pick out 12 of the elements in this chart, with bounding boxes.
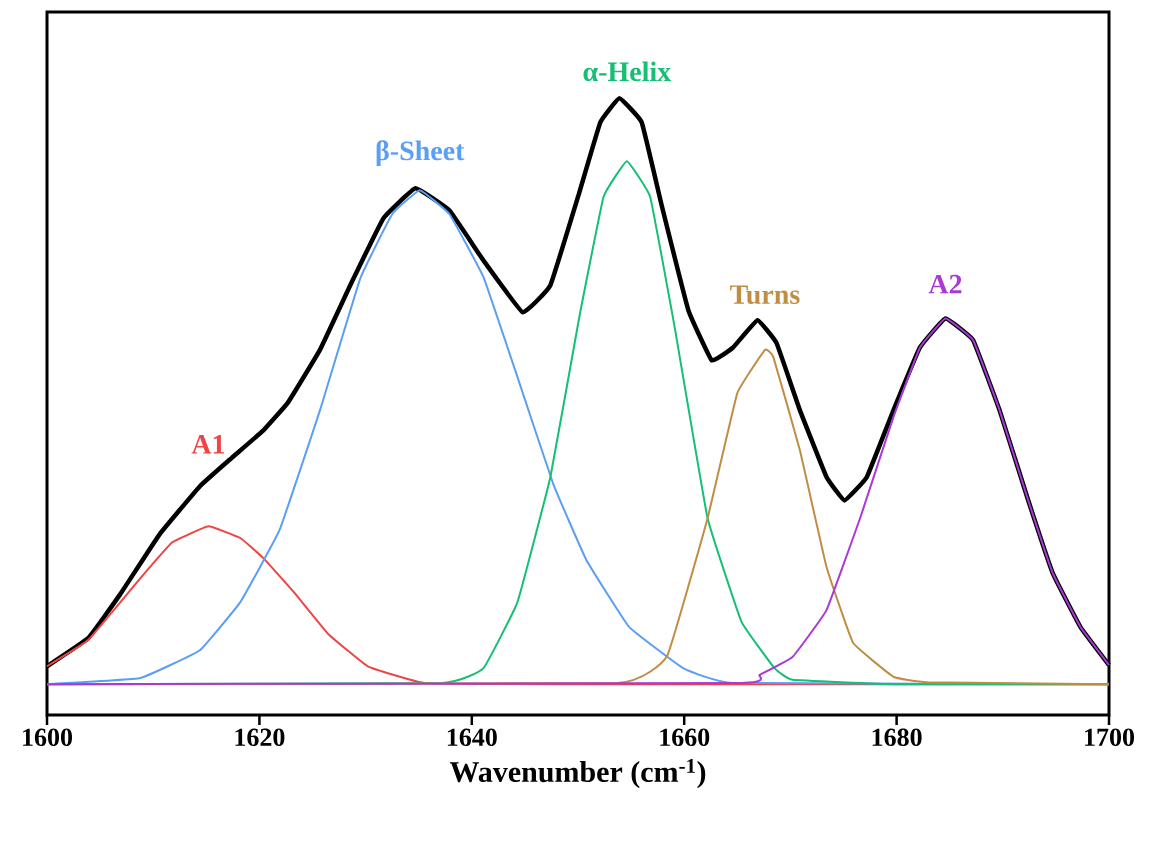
x-tick-label: 1620 [235,728,285,747]
x-tick-label: 1640 [447,728,497,747]
series-label: Turns [730,285,800,305]
x-axis-title: Wavenumber (cm$^{-1}$) [449,758,706,789]
x-tick-label: 1660 [660,728,710,747]
x-tick-label: 1700 [1085,728,1135,747]
x-tick-label: 1600 [23,728,73,747]
text: α-Helix [583,61,672,82]
x-tick-label: 1680 [872,728,922,747]
text: A1 [191,435,225,454]
series-label: β-Sheet [376,140,465,167]
series-label: A2 [928,274,962,294]
